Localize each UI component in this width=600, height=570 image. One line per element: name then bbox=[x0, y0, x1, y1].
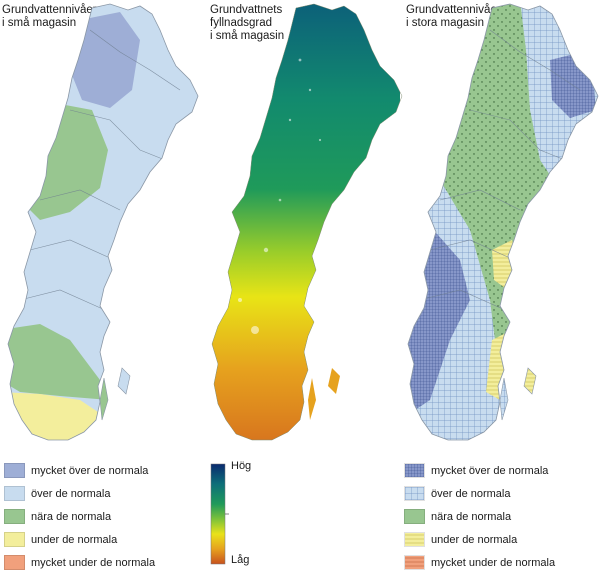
legend-swatch bbox=[404, 555, 425, 570]
legend-swatch bbox=[404, 532, 425, 547]
legend-item-near: nära de normala bbox=[404, 509, 511, 524]
legend-large-aquifers: mycket över de normala över de normala n… bbox=[404, 463, 598, 570]
legend-item-very-above: mycket över de normala bbox=[404, 463, 548, 478]
map-small-aquifers bbox=[7, 3, 199, 441]
legend-label: mycket under de normala bbox=[431, 556, 556, 569]
panel-title-small-aquifers: Grundvattennivåer i små magasin bbox=[2, 4, 97, 29]
legend-swatch bbox=[4, 486, 25, 501]
legend-label: under de normala bbox=[431, 533, 518, 546]
legend-item-above: över de normala bbox=[404, 486, 511, 501]
legend-fill-degree bbox=[210, 463, 229, 565]
legend-item-above: över de normala bbox=[4, 486, 111, 501]
legend-small-aquifers: mycket över de normala över de normala n… bbox=[4, 463, 204, 570]
map-fill-degree bbox=[211, 3, 403, 441]
legend-swatch bbox=[4, 463, 25, 478]
legend-swatch bbox=[4, 532, 25, 547]
legend-swatch bbox=[404, 486, 425, 501]
legend-label: över de normala bbox=[431, 487, 511, 500]
gradient-bar bbox=[210, 463, 226, 565]
legend-swatch bbox=[404, 463, 425, 478]
legend-label: nära de normala bbox=[431, 510, 512, 523]
legend-swatch bbox=[4, 509, 25, 524]
gradient-high-label: Hög bbox=[231, 460, 252, 472]
legend-swatch bbox=[4, 555, 25, 570]
panel-title-fill-degree: Grundvattnets fyllnadsgrad i små magasin bbox=[210, 4, 285, 42]
maps-area bbox=[7, 3, 599, 441]
legend-label: mycket över de normala bbox=[31, 464, 149, 477]
legend-label: under de normala bbox=[31, 533, 118, 546]
legend-item-below: under de normala bbox=[4, 532, 117, 547]
legend-label: mycket över de normala bbox=[431, 464, 549, 477]
legend-item-very-below: mycket under de normala bbox=[4, 555, 155, 570]
legend-item-near: nära de normala bbox=[4, 509, 111, 524]
legend-swatch bbox=[404, 509, 425, 524]
panel-title-large-aquifers: Grundvattennivåer i stora magasin bbox=[406, 4, 501, 29]
map-large-aquifers bbox=[407, 3, 599, 441]
legend-label: mycket under de normala bbox=[31, 556, 156, 569]
legend-item-below: under de normala bbox=[404, 532, 517, 547]
legend-item-very-below: mycket under de normala bbox=[404, 555, 555, 570]
gradient-low-label: Låg bbox=[231, 554, 250, 566]
legend-item-very-above: mycket över de normala bbox=[4, 463, 148, 478]
legend-label: över de normala bbox=[31, 487, 111, 500]
legend-label: nära de normala bbox=[31, 510, 112, 523]
